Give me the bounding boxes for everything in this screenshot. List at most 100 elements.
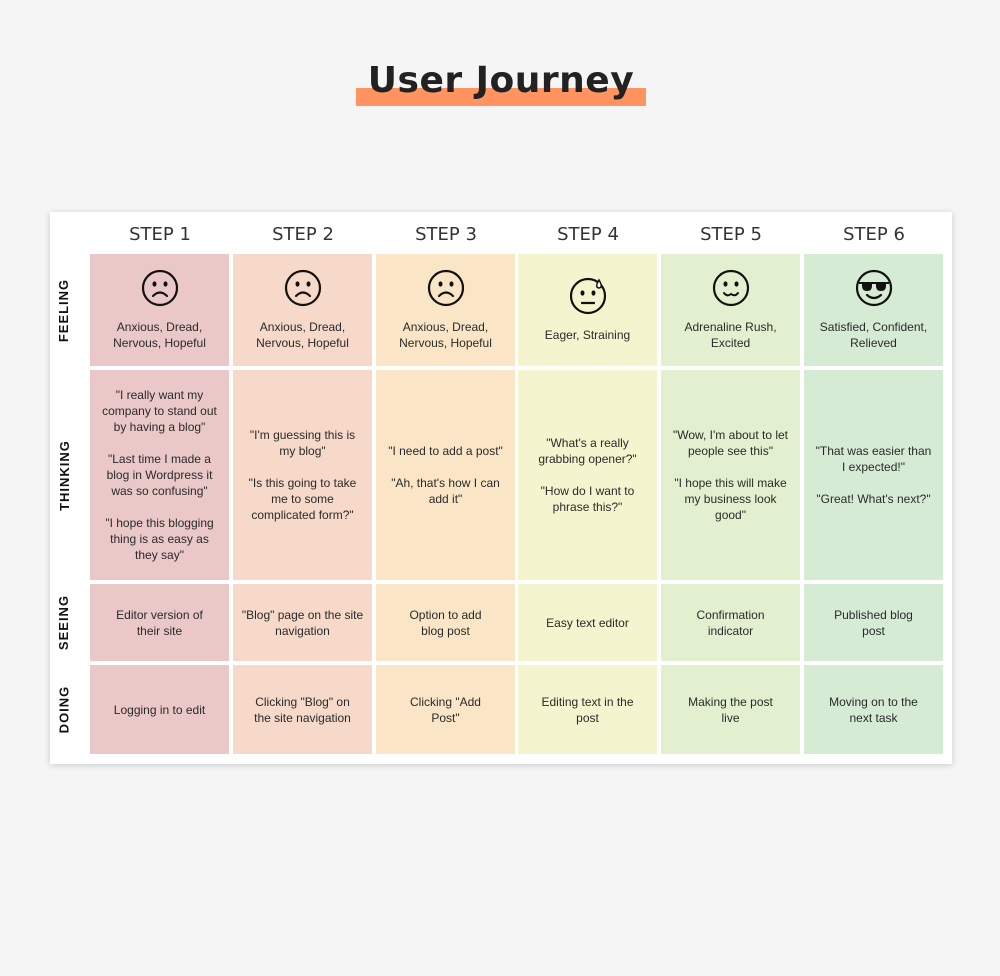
text-line: thing is as easy as [110,532,209,546]
text-line: me to some [271,492,334,506]
seeing-cell-step-2: "Blog" page on the site navigation [233,584,372,661]
doing-cell-step-4: Editing text in the post [518,665,657,754]
text-line: "Blog" page on the site [241,607,364,622]
doing-cell-step-3: Clicking "Add Post" [376,665,515,754]
text-line: live [721,710,740,725]
feeling-cell-step-4: Eager, Straining [518,254,657,366]
text-line: they say" [135,548,184,562]
text-line: Anxious, Dread, [402,320,489,334]
page-title: User Journey [367,60,635,101]
feeling-cell-step-5: Adrenaline Rush, Excited [661,254,800,366]
thinking-cell-step-3: "I need to add a post" "Ah, that's how I … [376,370,515,580]
text-line: add it" [428,492,463,506]
feeling-cell-step-2: Anxious, Dread, Nervous, Hopeful [233,254,372,366]
row-label-feeling-text: FEELING [56,278,72,342]
step-header-2: STEP 2 [272,224,334,245]
text-line: people see this" [688,444,773,458]
text-line: next task [849,710,898,725]
step-header-1: STEP 1 [129,224,191,245]
text-line: Eager, Straining [544,328,631,342]
text-line: "Great! What's next?" [816,492,931,506]
text-line: complicated form?" [251,508,354,522]
text-line: Satisfied, Confident, [819,320,928,334]
text-line: Anxious, Dread, [116,320,203,334]
text-line: Excited [710,336,751,350]
text-line: I expected!" [842,460,905,474]
text-line: "I hope this blogging [105,516,214,530]
step-header-4: STEP 4 [557,224,619,245]
step-header-6: STEP 6 [843,224,905,245]
text-line: Adrenaline Rush, [684,320,777,334]
text-line: Nervous, Hopeful [113,336,206,350]
text-line: "Is this going to take [248,476,357,490]
feeling-cell-step-1: Anxious, Dread, Nervous, Hopeful [90,254,229,366]
row-label-thinking: THINKING [50,370,78,580]
text-line: navigation [275,623,330,638]
text-line: Nervous, Hopeful [399,336,492,350]
text-line: Post" [431,710,460,725]
feeling-cell-step-3: Anxious, Dread, Nervous, Hopeful [376,254,515,366]
thinking-cell-step-5: "Wow, I'm about to let people see this" "I… [661,370,800,580]
thinking-cell-step-1: "I really want my company to stand out by … [90,370,229,580]
seeing-cell-step-5: Confirmation indicator [661,584,800,661]
text-line: "That was easier than [815,444,932,458]
doing-cell-step-1: Logging in to edit [90,665,229,754]
text-line: Editing text in the [541,694,634,709]
title-block: User Journey [356,58,646,108]
seeing-cell-step-6: Published blog post [804,584,943,661]
text-line: "I'm guessing this is [249,428,356,442]
text-line: Logging in to edit [113,702,206,717]
thinking-cell-step-4: "What's a really grabbing opener?" "How do… [518,370,657,580]
sweating-face-icon [569,277,606,315]
text-line: phrase this?" [552,500,623,514]
text-line: "What's a really [546,436,629,450]
text-line: Easy text editor [546,615,629,630]
text-line: "I need to add a post" [388,444,503,458]
text-line: the site navigation [254,710,351,725]
step-header-5: STEP 5 [700,224,762,245]
text-line: Relieved [850,336,897,350]
text-line: their site [136,623,183,638]
text-line: was so confusing" [111,484,208,498]
text-line: post [576,710,599,725]
text-line: grabbing opener?" [538,452,637,466]
doing-cell-step-6: Moving on to the next task [804,665,943,754]
journey-map-board: FEELING THINKING SEEING DOING STEP 1 STEP… [50,212,952,764]
relieved-face-icon [712,269,749,307]
text-line: company to stand out [102,404,217,418]
row-label-seeing-text: SEEING [56,594,72,651]
doing-cell-step-2: Clicking "Blog" on the site navigation [233,665,372,754]
sad-face-icon [284,269,321,307]
text-line: Moving on to the [829,694,918,709]
text-line: "I really want my [115,388,204,402]
text-line: Option to add [409,607,482,622]
text-line: Anxious, Dread, [259,320,346,334]
seeing-cell-step-1: Editor version of their site [90,584,229,661]
text-line: "Ah, that's how I can [391,476,500,490]
row-label-doing-text: DOING [56,685,72,734]
step-header-3: STEP 3 [415,224,477,245]
doing-cell-step-5: Making the post live [661,665,800,754]
row-label-seeing: SEEING [50,584,78,661]
text-line: Clicking "Blog" on [255,694,350,709]
seeing-cell-step-3: Option to add blog post [376,584,515,661]
text-line: Published blog [834,607,913,622]
text-line: blog in Wordpress it [106,468,213,482]
sad-face-icon [141,269,178,307]
text-line: "Last time I made a [108,452,211,466]
feeling-cell-step-6: Satisfied, Confident, Relieved [804,254,943,366]
text-line: indicator [707,623,754,638]
thinking-cell-step-6: "That was easier than I expected!" "Great!… [804,370,943,580]
text-line: "How do I want to [540,484,635,498]
row-label-thinking-text: THINKING [56,439,72,511]
text-line: blog post [421,623,470,638]
text-line: post [862,623,885,638]
text-line: "Wow, I'm about to let [672,428,789,442]
text-line: my business look [684,492,777,506]
thinking-cell-step-2: "I'm guessing this is my blog" "Is this go… [233,370,372,580]
text-line: Editor version of [116,607,203,622]
sunglasses-face-icon [855,269,892,307]
row-label-doing: DOING [50,665,78,754]
text-line: Making the post [688,694,773,709]
text-line: Confirmation [696,607,765,622]
